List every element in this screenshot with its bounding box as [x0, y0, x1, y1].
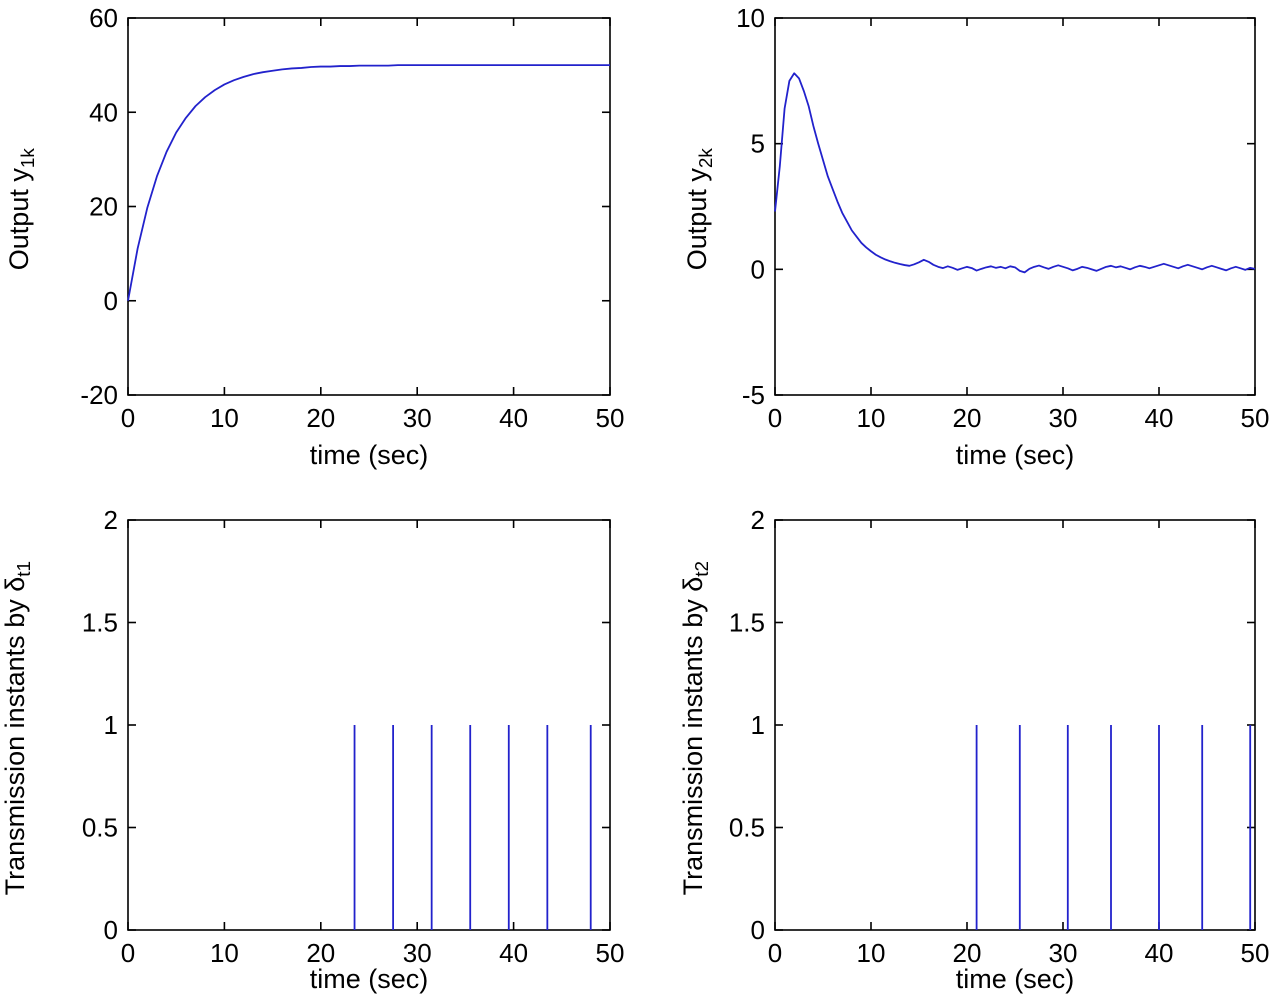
- y-tick-label: -20: [80, 380, 118, 410]
- x-tick-label: 20: [306, 403, 335, 433]
- y-tick-label: 0.5: [82, 813, 118, 843]
- x-tick-label: 30: [403, 403, 432, 433]
- y-axis-label-subscript: t1: [14, 560, 36, 577]
- y-axis-label-delta-t1: Transmission instants by δt1: [0, 478, 36, 978]
- y-tick-label: 1.5: [729, 608, 765, 638]
- x-tick-label: 0: [768, 403, 782, 433]
- x-tick-label: 10: [857, 938, 886, 968]
- y-tick-label: 60: [89, 3, 118, 33]
- x-tick-label: 20: [306, 938, 335, 968]
- series-line: [774, 72, 1256, 274]
- x-tick-label: 0: [121, 403, 135, 433]
- axes-box: [774, 17, 1256, 396]
- x-tick-label: 30: [403, 938, 432, 968]
- x-tick-label: 50: [596, 938, 625, 968]
- x-tick-label: 40: [499, 403, 528, 433]
- x-tick-label: 40: [1145, 403, 1174, 433]
- y-tick-label: 1: [104, 710, 118, 740]
- y-axis-label-text: Transmission instants by δ: [0, 576, 30, 896]
- y-axis-label-text: Output y: [681, 168, 712, 271]
- x-tick-label: 40: [499, 938, 528, 968]
- y-tick-label: 1: [751, 710, 765, 740]
- x-axis-label-top-left: time (sec): [309, 440, 429, 470]
- y-tick-label: 20: [89, 192, 118, 222]
- y-axis-label-subscript: t2: [692, 560, 714, 577]
- y-axis-label-y2k: Output y2k: [682, 0, 718, 459]
- x-tick-label: 10: [857, 403, 886, 433]
- y-axis-label-y1k: Output y1k: [4, 0, 40, 459]
- y-tick-label: 0.5: [729, 813, 765, 843]
- axes-box: [127, 519, 611, 931]
- y-tick-label: 0: [751, 915, 765, 945]
- x-tick-label: 30: [1049, 403, 1078, 433]
- x-tick-label: 10: [210, 938, 239, 968]
- y-tick-label: 0: [751, 254, 765, 284]
- axes-box: [127, 17, 611, 396]
- x-tick-label: 50: [1241, 938, 1270, 968]
- y-tick-label: 1.5: [82, 608, 118, 638]
- x-axis-label-bottom-left: time (sec): [309, 964, 429, 994]
- y-axis-label-subscript: 1k: [18, 148, 40, 169]
- y-axis-label-subscript: 2k: [696, 148, 718, 169]
- y-axis-label-delta-t2: Transmission instants by δt2: [678, 478, 714, 978]
- y-axis-label-text: Output y: [3, 168, 34, 271]
- x-tick-label: 40: [1145, 938, 1174, 968]
- x-tick-label: 30: [1049, 938, 1078, 968]
- x-axis-label-bottom-right: time (sec): [955, 964, 1075, 994]
- x-tick-label: 50: [1241, 403, 1270, 433]
- y-tick-label: 2: [751, 505, 765, 535]
- series-line: [127, 64, 610, 301]
- x-tick-label: 0: [768, 938, 782, 968]
- y-tick-label: 10: [736, 3, 765, 33]
- axes-box: [774, 519, 1256, 931]
- x-tick-label: 10: [210, 403, 239, 433]
- x-tick-label: 20: [953, 403, 982, 433]
- y-tick-label: 0: [104, 915, 118, 945]
- x-axis-label-top-right: time (sec): [955, 440, 1075, 470]
- plot-transmission-instants-t1: 0 10 20 30 40 50 0 0.5 1 1.5 2: [82, 505, 625, 968]
- y-tick-label: 2: [104, 505, 118, 535]
- x-tick-label: 20: [953, 938, 982, 968]
- y-axis-label-text: Transmission instants by δ: [677, 576, 708, 896]
- plot-transmission-instants-t2: 0 10 20 30 40 50 0 0.5 1 1.5 2: [729, 505, 1270, 968]
- x-tick-label: 50: [596, 403, 625, 433]
- y-tick-label: 5: [751, 129, 765, 159]
- y-tick-label: 0: [104, 286, 118, 316]
- y-tick-label: 40: [89, 97, 118, 127]
- y-tick-label: -5: [742, 380, 765, 410]
- x-tick-label: 0: [121, 938, 135, 968]
